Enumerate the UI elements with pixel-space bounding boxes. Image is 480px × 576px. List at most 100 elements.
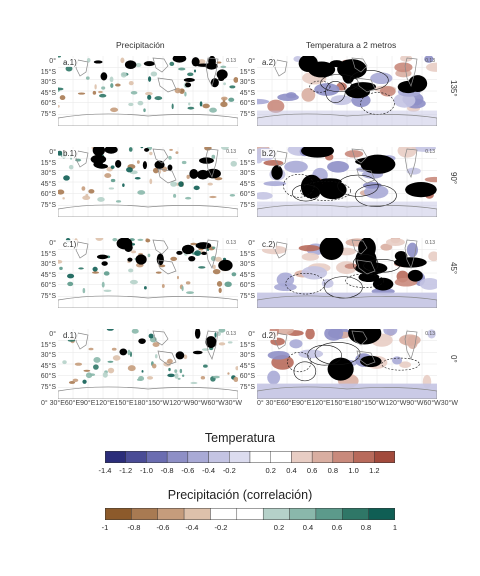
anomaly-patch	[235, 366, 238, 371]
lat-tick-label: 30°S	[40, 261, 56, 268]
colorbar-tick-label: -0.8	[127, 523, 141, 532]
cold-band	[257, 110, 437, 126]
significance-mask	[183, 78, 195, 82]
colorbar-swatch	[157, 508, 185, 520]
coastline	[157, 168, 177, 184]
colorbar-swatch	[125, 451, 147, 463]
anomaly-patch	[400, 56, 413, 62]
significance-mask	[372, 277, 394, 291]
cold-band	[257, 292, 437, 308]
lat-tick-label: 75°S	[40, 110, 56, 118]
significance-mask	[181, 244, 195, 255]
anomaly-patch	[427, 329, 436, 339]
map-canvas	[257, 238, 437, 308]
anomaly-patch	[161, 283, 165, 288]
lat-tick-label: 30°S	[239, 261, 255, 268]
lat-tick-label: 0°	[49, 149, 56, 156]
anomaly-patch	[144, 286, 147, 290]
anomaly-patch	[106, 329, 114, 331]
anomaly-patch	[174, 369, 178, 373]
panel-label: d.2)	[261, 331, 277, 340]
colorbar-swatch	[249, 451, 271, 463]
anomaly-patch	[267, 99, 285, 113]
contour-line	[349, 70, 389, 91]
contour-line	[293, 361, 317, 382]
lat-tick-label: 30°S	[239, 79, 255, 86]
colorbar-swatch	[131, 508, 158, 520]
lat-tick-label: 0°	[49, 58, 56, 65]
anomaly-patch	[83, 369, 91, 372]
anomaly-patch	[221, 96, 228, 101]
lat-tick-label: 30°S	[239, 170, 255, 177]
lat-tick-label: 60°S	[239, 373, 255, 380]
lat-tick-label: 75°S	[40, 383, 56, 391]
anomaly-patch	[218, 287, 222, 294]
coastline	[205, 239, 219, 269]
lat-tick-label: 45°S	[239, 362, 255, 370]
anomaly-patch	[170, 181, 178, 187]
anomaly-patch	[103, 271, 110, 276]
anomaly-patch	[110, 107, 119, 113]
anomaly-patch	[218, 329, 226, 333]
significance-mask	[218, 259, 233, 272]
coastline	[205, 57, 219, 87]
colorbar-tick-label: -0.2	[214, 523, 228, 532]
anomaly-patch	[167, 373, 175, 378]
anomaly-patch	[212, 268, 221, 275]
anomaly-patch	[228, 97, 235, 102]
anomaly-patch	[152, 167, 159, 174]
anomaly-patch	[411, 147, 436, 152]
anomaly-patch	[120, 57, 125, 64]
anomaly-patch	[230, 160, 237, 167]
panel-label: b.2)	[261, 149, 277, 158]
significance-mask	[156, 253, 164, 266]
anomaly-patch	[203, 364, 208, 368]
anomaly-patch	[62, 197, 65, 200]
significance-mask	[358, 272, 380, 283]
lat-tick-label: 75°S	[40, 292, 56, 300]
anomaly-patch	[212, 246, 216, 250]
anomaly-patch	[128, 147, 133, 152]
anomaly-patch	[215, 256, 222, 262]
significance-mask	[342, 66, 355, 84]
significance-mask	[115, 160, 122, 168]
anomaly-patch	[137, 238, 144, 242]
row-label-90: 90°	[449, 172, 458, 185]
anomaly-patch	[138, 376, 145, 382]
significance-mask	[329, 60, 344, 68]
colorbar-temperature	[105, 451, 395, 463]
coastline	[152, 330, 169, 346]
anomaly-patch	[324, 329, 344, 341]
anomaly-patch	[82, 379, 87, 384]
colorbar-swatch	[311, 451, 334, 463]
anomaly-patch	[392, 356, 403, 365]
anomaly-patch	[383, 329, 398, 336]
significance-mask	[394, 257, 427, 268]
significance-mask	[300, 174, 323, 199]
anomaly-patch	[107, 367, 115, 374]
significance-mask	[93, 60, 103, 64]
lat-tick-label: 30°S	[40, 170, 56, 177]
anomaly-patch	[220, 65, 227, 69]
lat-tick-label: 15°S	[239, 68, 255, 76]
lat-tick-label: 45°S	[40, 89, 56, 97]
coastline	[351, 57, 368, 73]
significance-mask	[127, 257, 133, 262]
anomaly-patch	[93, 364, 99, 370]
anomaly-patch	[68, 164, 74, 170]
lat-tick-label: 75°S	[239, 201, 255, 209]
anomaly-patch	[263, 159, 284, 166]
colorbar-swatch	[291, 451, 313, 463]
panel-label: c.1)	[62, 240, 78, 249]
contour-line	[363, 259, 400, 273]
anomaly-patch	[67, 281, 74, 287]
anomaly-patch	[168, 155, 172, 160]
anomaly-patch	[424, 56, 434, 63]
contour-line	[309, 80, 331, 93]
lat-tick-label: 45°S	[239, 180, 255, 188]
coastline	[157, 77, 177, 93]
anomaly-patch	[58, 104, 60, 108]
anomaly-patch	[187, 72, 194, 77]
lat-tick-label: 15°S	[40, 159, 56, 167]
lat-tick-label: 30°S	[239, 352, 255, 359]
